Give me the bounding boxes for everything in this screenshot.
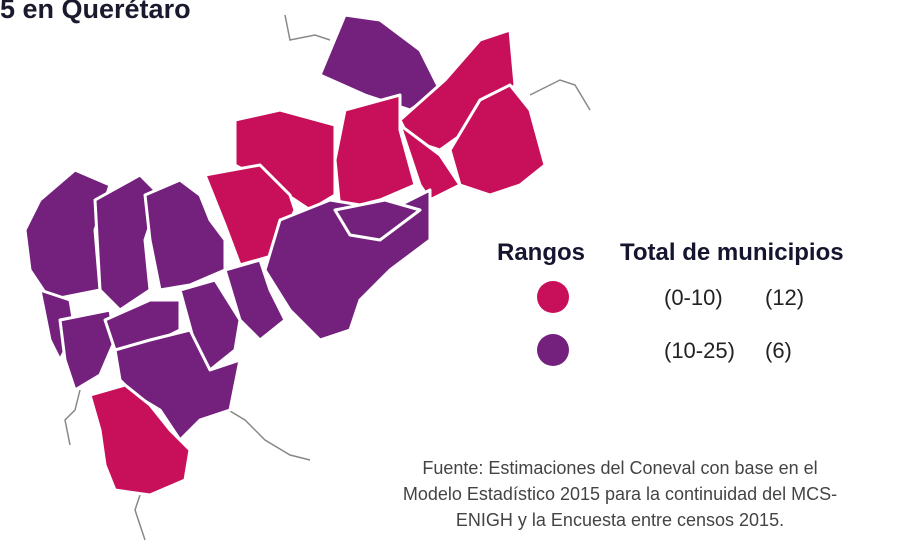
title: 5 en Querétaro [0,0,191,24]
region [88,383,192,497]
legend-header: Rangos [497,239,585,266]
source: Fuente: Estimaciones del Coneval con bas… [403,458,837,530]
legend-swatch [537,334,569,366]
legend: (0-10) (12) (10-25) (6) [537,281,804,366]
legend-count: (6) [765,338,792,363]
region [93,173,162,312]
legend-count: (12) [765,285,804,310]
region [333,93,417,212]
region [23,168,112,302]
legend-range: (0-10) [664,285,723,310]
region [223,258,287,342]
region [398,123,462,202]
source-line: Modelo Estadístico 2015 para la continui… [403,484,837,504]
region [333,198,422,242]
region [318,13,442,112]
source-line: ENIGH y la Encuesta entre censos 2015. [456,510,784,530]
region [58,308,117,392]
legend-header: Total de municipios [620,239,844,266]
legend-swatch [537,281,569,313]
legend-range: (10-25) [664,338,735,363]
municipalities [23,13,547,497]
region [143,178,227,292]
source-line: Fuente: Estimaciones del Coneval con bas… [422,458,817,478]
rivers [64,14,591,541]
region [448,83,547,197]
